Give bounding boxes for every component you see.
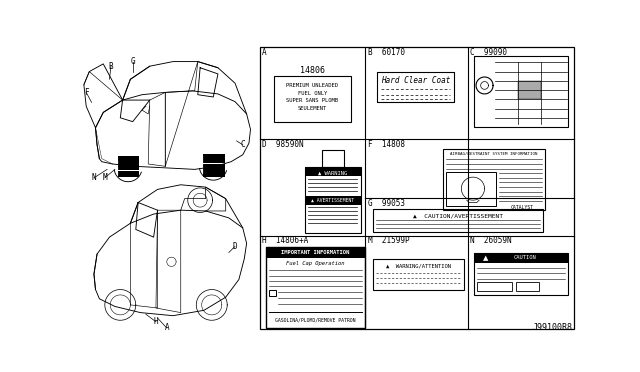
Text: B  60170: B 60170 bbox=[367, 48, 404, 57]
Bar bbox=[269, 289, 276, 296]
Text: ▲ WARNING: ▲ WARNING bbox=[318, 171, 348, 176]
Text: C  99090: C 99090 bbox=[470, 48, 507, 57]
Text: SEULEMENT: SEULEMENT bbox=[298, 106, 327, 111]
Text: B: B bbox=[109, 62, 113, 71]
Bar bbox=[305, 196, 360, 205]
Text: D  98590N: D 98590N bbox=[262, 140, 304, 149]
Text: A: A bbox=[262, 48, 267, 57]
Bar bbox=[260, 47, 575, 329]
Bar bbox=[377, 71, 454, 102]
Text: H  14806+A: H 14806+A bbox=[262, 237, 308, 246]
Bar bbox=[274, 76, 351, 122]
Bar bbox=[474, 253, 568, 263]
Text: GASOLINA/PLOMO/REMOVE PATRON: GASOLINA/PLOMO/REMOVE PATRON bbox=[275, 318, 356, 323]
Text: M  21599P: M 21599P bbox=[367, 237, 409, 246]
Bar bbox=[474, 253, 568, 295]
Bar bbox=[305, 167, 360, 176]
Text: CAUTION: CAUTION bbox=[513, 256, 536, 260]
Bar bbox=[446, 172, 496, 206]
Bar bbox=[266, 247, 365, 258]
Text: Fuel Cap Operation: Fuel Cap Operation bbox=[286, 261, 345, 266]
Text: ▲  CAUTION/AVERTISSEMENT: ▲ CAUTION/AVERTISSEMENT bbox=[413, 213, 503, 218]
Text: AIRBAG/RESTRAINT SYSTEM INFORMATION: AIRBAG/RESTRAINT SYSTEM INFORMATION bbox=[450, 152, 538, 156]
Text: 14806: 14806 bbox=[300, 65, 325, 74]
Text: F  14808: F 14808 bbox=[367, 140, 404, 149]
Text: F: F bbox=[84, 88, 88, 97]
Text: A: A bbox=[164, 324, 169, 333]
Text: N: N bbox=[92, 173, 96, 182]
Bar bbox=[305, 167, 360, 232]
Text: N  26059N: N 26059N bbox=[470, 237, 511, 246]
Text: SUPER SANS PLOMB: SUPER SANS PLOMB bbox=[287, 98, 339, 103]
Text: C: C bbox=[241, 140, 245, 149]
Text: CATALYST: CATALYST bbox=[510, 205, 533, 209]
Bar bbox=[443, 148, 545, 210]
Bar bbox=[477, 282, 511, 291]
Text: D: D bbox=[233, 242, 237, 251]
Text: ▲: ▲ bbox=[483, 255, 488, 261]
Text: J99100R8: J99100R8 bbox=[532, 323, 572, 332]
Text: G  99053: G 99053 bbox=[367, 199, 404, 208]
Text: ▲ AVERTISSEMENT: ▲ AVERTISSEMENT bbox=[311, 198, 354, 203]
Text: IMPORTANT INFORMATION: IMPORTANT INFORMATION bbox=[282, 250, 349, 255]
Bar bbox=[266, 247, 365, 328]
Bar bbox=[322, 150, 344, 167]
Text: FUEL ONLY: FUEL ONLY bbox=[298, 91, 327, 96]
Text: PREMIUM UNLEADED: PREMIUM UNLEADED bbox=[287, 83, 339, 88]
Text: Hard Clear Coat: Hard Clear Coat bbox=[381, 76, 451, 85]
Bar bbox=[516, 282, 539, 291]
Text: G: G bbox=[131, 57, 135, 66]
Text: H: H bbox=[154, 317, 158, 326]
Bar bbox=[518, 81, 541, 99]
Bar bbox=[373, 259, 465, 289]
Text: M: M bbox=[102, 173, 107, 182]
Text: ▲  WARNING/ATTENTION: ▲ WARNING/ATTENTION bbox=[386, 264, 451, 269]
Bar bbox=[474, 56, 568, 127]
Bar bbox=[373, 209, 543, 232]
